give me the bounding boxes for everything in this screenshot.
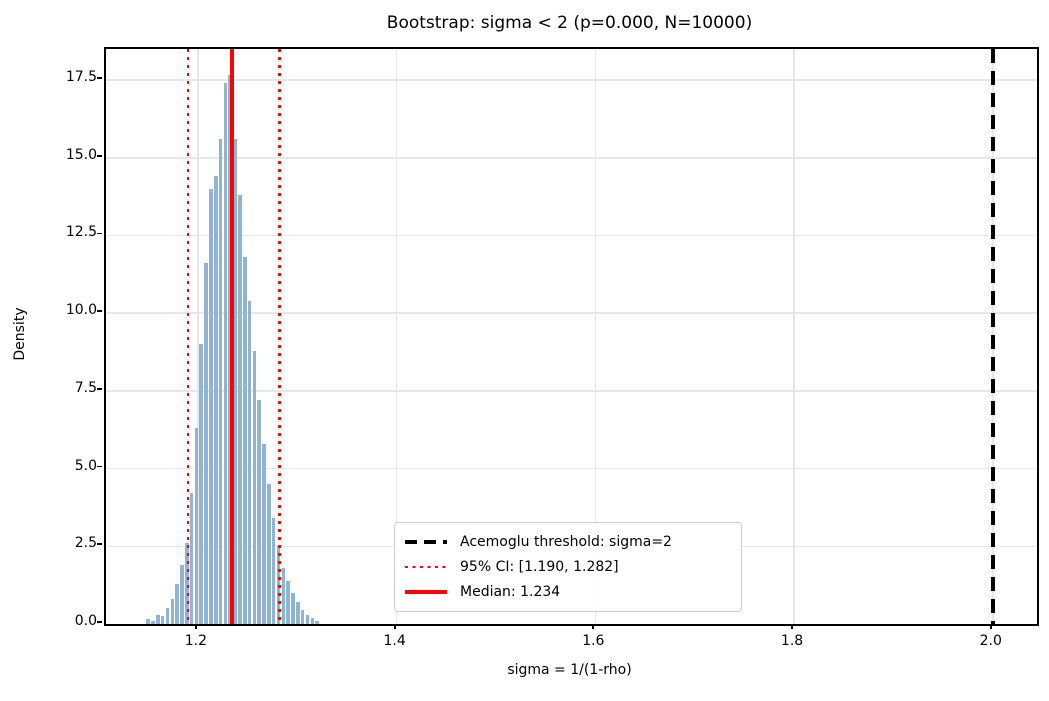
- histogram-bar: [252, 350, 257, 624]
- y-tick-mark: [97, 77, 102, 79]
- histogram-bar: [291, 592, 295, 624]
- x-tick-label: 1.8: [780, 633, 804, 649]
- histogram-bar: [199, 344, 204, 624]
- histogram-bar: [194, 428, 199, 624]
- histogram-bar: [204, 263, 208, 624]
- legend-entry: Median: 1.234: [405, 580, 731, 605]
- y-tick-mark: [97, 543, 102, 546]
- histogram-bar: [238, 195, 242, 624]
- legend-marker-solid-icon: [405, 590, 447, 595]
- y-tick-mark: [97, 154, 102, 157]
- histogram-bar: [180, 564, 184, 624]
- y-axis-label: Density: [12, 307, 28, 361]
- acemoglu-threshold-line: [990, 49, 995, 624]
- y-tick-label: 0.0: [74, 613, 97, 629]
- x-tick-mark: [791, 624, 793, 629]
- histogram-bar: [165, 608, 170, 624]
- histogram-bar: [267, 484, 271, 624]
- histogram-bar: [160, 616, 165, 624]
- histogram-bar: [218, 139, 223, 624]
- ci-lower-line: [186, 49, 190, 624]
- y-tick-label: 2.5: [74, 535, 97, 552]
- histogram-bar: [242, 257, 247, 624]
- gridline-y-15.0: [106, 157, 1037, 159]
- y-tick-mark: [97, 387, 102, 390]
- histogram-bar: [189, 493, 194, 624]
- histogram-bar: [315, 620, 319, 624]
- histogram-bar: [151, 620, 155, 624]
- y-tick-mark: [97, 310, 102, 313]
- histogram-bar: [310, 618, 315, 624]
- y-tick-label: 7.5: [74, 379, 97, 396]
- gridline-y-10.0: [106, 312, 1037, 314]
- histogram-bar: [247, 300, 252, 624]
- histogram-bar: [257, 400, 261, 624]
- histogram-bar: [170, 599, 175, 624]
- y-tick-mark: [97, 232, 102, 235]
- median-line: [229, 49, 234, 624]
- histogram-bar: [156, 614, 160, 624]
- histogram-bar: [296, 602, 300, 624]
- legend-label: Median: 1.234: [460, 584, 561, 601]
- gridline-y-7.5: [106, 390, 1037, 392]
- histogram-bar: [281, 568, 286, 624]
- legend: Acemoglu threshold: sigma=2 95% CI: [1.19…: [394, 522, 742, 612]
- y-tick-label: 15.0: [65, 146, 97, 163]
- ci-upper-line: [278, 49, 281, 624]
- y-tick-label: 12.5: [65, 224, 97, 241]
- x-tick-label: 2.0: [979, 633, 1002, 649]
- gridline-y-17.5: [106, 79, 1037, 81]
- histogram-bar: [305, 614, 310, 624]
- histogram-bar: [262, 443, 266, 624]
- gridline-x-1.4: [395, 49, 398, 624]
- gridline-x-1.6: [594, 49, 597, 624]
- histogram-bar: [271, 518, 276, 624]
- histogram-bar: [209, 188, 213, 624]
- x-tick-mark: [989, 624, 992, 629]
- histogram-bar: [213, 176, 218, 624]
- legend-marker-dashed-icon: [405, 539, 447, 544]
- y-tick-label: 10.0: [65, 302, 97, 319]
- gridline-x-1.8: [793, 49, 795, 624]
- x-tick-label: 1.2: [184, 633, 208, 649]
- histogram-bar: [223, 83, 228, 624]
- y-tick-label: 5.0: [74, 457, 97, 474]
- x-tick-label: 1.6: [582, 633, 605, 649]
- y-tick-label: 17.5: [65, 69, 97, 86]
- legend-label: 95% CI: [1.190, 1.282]: [460, 558, 619, 575]
- gridline-y-5.0: [106, 467, 1037, 470]
- y-tick-mark: [97, 621, 102, 623]
- legend-label: Acemoglu threshold: sigma=2: [460, 533, 672, 550]
- gridline-y-12.5: [106, 234, 1037, 237]
- x-tick-mark: [393, 624, 396, 629]
- x-tick-mark: [592, 624, 595, 629]
- y-tick-mark: [97, 465, 102, 468]
- x-axis-label: sigma = 1/(1-rho): [507, 662, 632, 678]
- x-tick-label: 1.4: [383, 633, 406, 649]
- gridline-x-1.2: [197, 49, 199, 624]
- histogram-bar: [286, 580, 290, 624]
- legend-entry: 95% CI: [1.190, 1.282]: [405, 554, 731, 579]
- histogram-bar: [146, 619, 150, 624]
- legend-marker-dotted-icon: [405, 565, 447, 569]
- chart-title: Bootstrap: sigma < 2 (p=0.000, N=10000): [386, 13, 753, 33]
- histogram-bar: [175, 583, 179, 624]
- x-tick-mark: [195, 624, 197, 629]
- histogram-bar: [233, 139, 237, 624]
- legend-entry: Acemoglu threshold: sigma=2: [405, 529, 731, 554]
- histogram-bar: [300, 610, 305, 624]
